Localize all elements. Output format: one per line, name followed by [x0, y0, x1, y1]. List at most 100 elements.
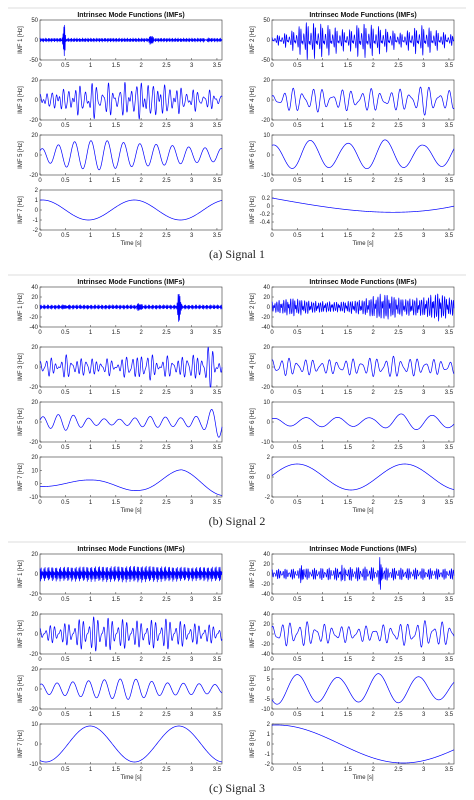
y-tick-label: 2: [35, 188, 39, 194]
x-tick-label: 0.5: [61, 123, 70, 129]
left-column-title: Intrinsec Mode Functions (IMFs): [77, 279, 184, 286]
x-tick-label: 3: [422, 712, 426, 718]
x-tick-label: 0: [270, 178, 274, 184]
x-tick-label: 3.5: [213, 767, 222, 773]
x-tick-label: 2.5: [162, 500, 171, 506]
y-tick-label: 0: [35, 365, 39, 371]
axes-frame: [271, 189, 455, 231]
x-tick-label: 3.5: [445, 657, 454, 663]
x-tick-label: 2.5: [162, 657, 171, 663]
imf-y-axis-label: IMF 5 [Hz]: [18, 675, 24, 703]
y-tick-label: -1: [265, 752, 271, 758]
x-tick-label: 1.5: [112, 500, 121, 506]
y-tick-label: -40: [261, 592, 270, 598]
axes-frame: [39, 79, 223, 121]
y-tick-label: 0: [35, 153, 39, 159]
imf-1-trace: [39, 294, 223, 322]
x-tick-label: 0: [38, 712, 42, 718]
axes-frame: [271, 723, 455, 765]
x-tick-label: 0: [38, 767, 42, 773]
y-tick-label: 20: [31, 455, 38, 461]
x-tick-label: 2.5: [394, 657, 403, 663]
x-tick-label: 3.5: [445, 767, 454, 773]
x-tick-label: 0: [270, 123, 274, 129]
y-tick-label: 20: [263, 295, 270, 301]
imf-y-axis-label: IMF 5 [Hz]: [18, 408, 24, 436]
y-tick-label: 0: [35, 305, 39, 311]
imf-y-axis-label: IMF 2 [Hz]: [250, 293, 256, 321]
x-tick-label: 2.5: [394, 767, 403, 773]
imf-5-trace: [39, 409, 223, 438]
y-tick-label: -20: [29, 385, 38, 391]
imf-3-trace: [39, 82, 223, 120]
x-tick-label: 2: [371, 63, 375, 69]
imf-y-axis-label: IMF 7 [Hz]: [18, 463, 24, 491]
x-tick-label: 2: [371, 767, 375, 773]
x-tick-label: 2: [139, 767, 143, 773]
y-tick-label: 2: [267, 722, 271, 728]
subfigure-caption: (a) Signal 1: [209, 247, 265, 261]
y-tick-label: -40: [261, 325, 270, 331]
x-tick-label: 1.5: [112, 330, 121, 336]
x-tick-label: 2.5: [394, 445, 403, 451]
x-tick-label: 2: [371, 500, 375, 506]
y-tick-label: 20: [31, 552, 38, 558]
signal-2-block: Intrinsec Mode Functions (IMFs) Intrinsec…: [8, 274, 466, 528]
x-tick-label: 2: [371, 445, 375, 451]
imf-7-trace: [39, 469, 223, 496]
y-tick-label: 0: [267, 632, 271, 638]
x-tick-label: 1.5: [344, 390, 353, 396]
y-tick-label: 10: [263, 400, 270, 406]
x-tick-label: 2.5: [394, 233, 403, 239]
y-tick-label: 20: [31, 133, 38, 139]
y-tick-label: 0: [35, 572, 39, 578]
x-tick-label: 0: [270, 767, 274, 773]
x-tick-label: 3.5: [213, 233, 222, 239]
x-tick-label: 1: [89, 445, 93, 451]
imf-y-axis-label: IMF 8 [Hz]: [250, 730, 256, 758]
left-column-title: Intrinsec Mode Functions (IMFs): [77, 546, 184, 553]
x-tick-label: 3: [190, 597, 194, 603]
x-tick-label: 0: [270, 233, 274, 239]
y-tick-label: -20: [29, 652, 38, 658]
y-tick-label: -2: [265, 762, 271, 768]
imf-4-panel: -40 -20 0 20 40 0 0.5 1 1.5 2 2.5 3 3.5 IMF 4 [Hz]: [250, 612, 455, 663]
x-tick-label: 1: [89, 123, 93, 129]
imf-1-trace: [39, 24, 223, 57]
x-tick-label: 3: [190, 500, 194, 506]
y-tick-label: 0: [267, 365, 271, 371]
imf-4-trace: [271, 620, 455, 648]
x-tick-label: 0.5: [61, 657, 70, 663]
x-tick-label: 1: [89, 390, 93, 396]
x-tick-label: 3: [422, 178, 426, 184]
x-tick-label: 3.5: [213, 597, 222, 603]
axes-frame: [271, 401, 455, 443]
x-tick-label: 2.5: [162, 390, 171, 396]
x-tick-label: 3: [422, 330, 426, 336]
x-tick-label: 1.5: [112, 767, 121, 773]
x-tick-label: 0.5: [293, 178, 302, 184]
y-tick-label: 20: [263, 562, 270, 568]
x-tick-label: 1.5: [112, 178, 121, 184]
x-tick-label: 0.5: [293, 390, 302, 396]
x-tick-label: 3: [422, 233, 426, 239]
x-tick-label: 2: [139, 63, 143, 69]
x-tick-label: 1: [321, 178, 325, 184]
x-tick-label: 2: [371, 712, 375, 718]
x-tick-label: 0: [38, 445, 42, 451]
imf-y-axis-label: IMF 4 [Hz]: [250, 353, 256, 381]
x-tick-label: 1: [321, 63, 325, 69]
x-tick-label: 2: [371, 123, 375, 129]
y-tick-label: 20: [31, 295, 38, 301]
imf-2-trace: [271, 22, 455, 60]
x-tick-label: 1: [321, 597, 325, 603]
imf-5-trace: [39, 678, 223, 700]
y-tick-label: 0: [35, 742, 39, 748]
x-tick-label: 2: [139, 178, 143, 184]
x-tick-label: 1: [321, 233, 325, 239]
y-tick-label: 0: [267, 742, 271, 748]
